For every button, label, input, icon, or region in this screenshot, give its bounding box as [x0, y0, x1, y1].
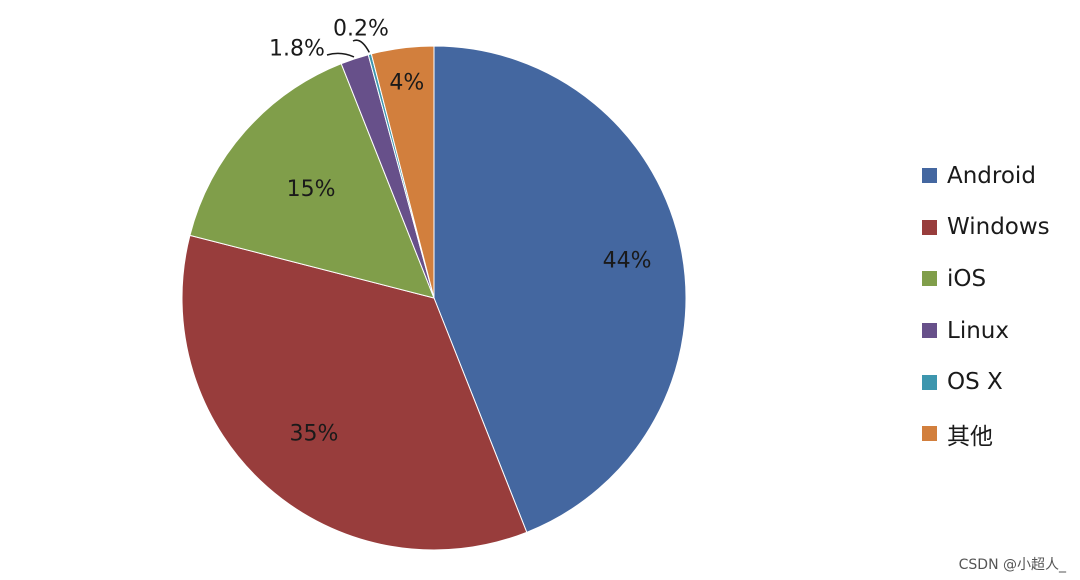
- legend-item: Windows: [922, 202, 1072, 254]
- leader-lines: [326, 39, 370, 58]
- leader-line-os-x: [352, 39, 370, 53]
- leader-line-linux: [326, 52, 355, 58]
- data-label-os-x: 0.2%: [333, 17, 389, 42]
- legend-label: Linux: [947, 317, 1009, 344]
- data-label-linux: 1.8%: [269, 37, 325, 62]
- data-label-其他: 4%: [389, 71, 424, 96]
- legend-swatch: [922, 271, 937, 287]
- data-label-android: 44%: [603, 249, 652, 274]
- pie-slice-windows: [181, 234, 528, 551]
- pie-slices: [181, 45, 687, 551]
- pie-slice-其他: [370, 45, 435, 299]
- legend-swatch: [922, 374, 937, 390]
- legend-swatch: [922, 168, 937, 184]
- legend-item: OS X: [922, 356, 1072, 408]
- pie-slice-android: [433, 45, 687, 533]
- slice-labels: 44% 35% 15% 1.8% 0.2% 4%: [269, 17, 652, 447]
- legend-item: Linux: [922, 305, 1072, 357]
- legend-swatch: [922, 323, 937, 339]
- watermark: CSDN @小超人_: [958, 557, 1066, 573]
- legend-item: 其他: [922, 408, 1072, 460]
- data-label-ios: 15%: [287, 177, 336, 202]
- legend-label: Windows: [947, 214, 1050, 241]
- legend-label: iOS: [947, 265, 987, 292]
- legend-item: Android: [922, 150, 1072, 202]
- pie-slice-ios: [189, 63, 435, 299]
- legend-swatch: [922, 219, 937, 235]
- data-label-windows: 35%: [290, 422, 339, 447]
- legend-swatch: [922, 426, 937, 442]
- legend-label: 其他: [947, 423, 993, 450]
- legend-item: iOS: [922, 253, 1072, 305]
- legend: Android Windows iOS Linux OS X 其他: [922, 150, 1072, 460]
- legend-label: OS X: [947, 369, 1003, 396]
- legend-label: Android: [947, 162, 1036, 189]
